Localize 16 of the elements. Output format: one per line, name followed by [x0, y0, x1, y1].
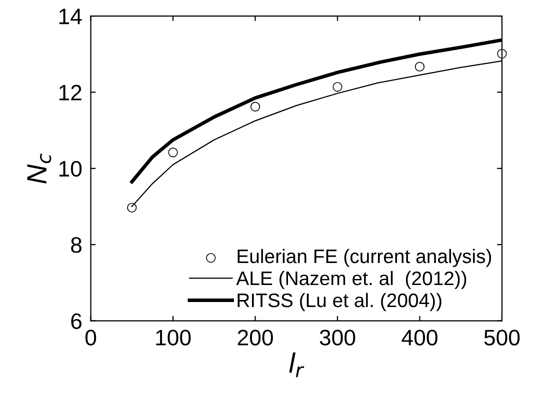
x-tick-label: 400	[402, 330, 438, 346]
y-tick-label: 10	[59, 160, 82, 177]
y-tick-label: 8	[71, 237, 82, 253]
y-tick-label: 14	[59, 8, 82, 24]
y-axis-title: N$_{c}$	[27, 154, 52, 184]
legend-label: Eulerian FE (current analysis)	[238, 248, 492, 268]
x-tick-label: 100	[156, 330, 191, 346]
x-axis-title: l$_{r}$	[289, 352, 304, 378]
x-tick-label: 0	[85, 330, 96, 346]
x-tick-label: 200	[238, 330, 273, 346]
x-tick-label: 500	[484, 330, 520, 346]
legend-label: ALE (Nazem et. al (2012))	[236, 270, 466, 290]
x-tick-label: 300	[320, 330, 356, 346]
y-tick-label: 6	[71, 313, 82, 330]
legend-label: RITSS (Lu et al. (2004))	[238, 292, 442, 312]
y-tick-label: 12	[59, 84, 82, 100]
